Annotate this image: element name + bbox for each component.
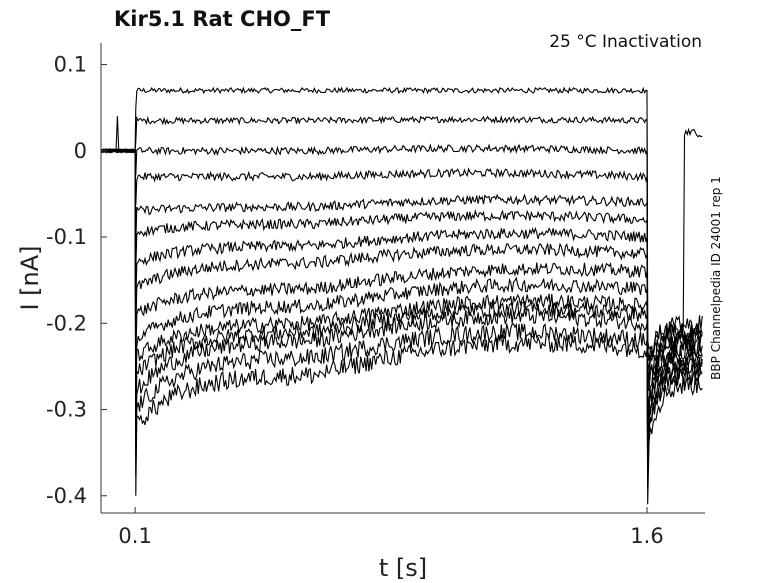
x-tick-label: 0.1 — [118, 524, 151, 548]
y-tick-label: -0.4 — [46, 484, 87, 508]
sweep-trace — [100, 148, 703, 442]
sweep-trace — [100, 114, 703, 361]
y-tick-label: 0.1 — [54, 53, 87, 77]
y-axis-label: I [nA] — [16, 245, 44, 310]
y-tick-label: -0.3 — [46, 398, 87, 422]
sweep-trace — [100, 148, 703, 482]
sweep-trace — [100, 86, 703, 358]
side-label: BBP Channelpedia ID 24001 rep 1 — [709, 176, 723, 380]
chart-subtitle: 25 °C Inactivation — [549, 32, 702, 52]
sweep-trace — [100, 148, 703, 395]
sweep-trace — [100, 148, 703, 466]
y-tick-label: 0 — [74, 139, 87, 163]
y-tick-label: -0.1 — [46, 225, 87, 249]
sweep-trace — [100, 116, 703, 505]
x-axis-label: t [s] — [379, 554, 427, 582]
traces-group — [100, 86, 703, 505]
sweep-trace — [100, 148, 703, 435]
sweep-trace — [100, 148, 703, 458]
y-tick-label: -0.2 — [46, 311, 87, 335]
sweep-trace — [100, 148, 703, 411]
x-ticks: 0.1 1.6 — [118, 507, 664, 548]
sweep-trace — [100, 143, 703, 380]
y-ticks: 0.1 0 -0.1 -0.2 -0.3 -0.4 — [46, 53, 107, 508]
sweep-trace — [100, 148, 703, 489]
sweep-trace — [100, 148, 703, 372]
sweep-trace — [100, 148, 703, 392]
chart-title: Kir5.1 Rat CHO_FT — [114, 7, 331, 31]
x-tick-label: 1.6 — [630, 524, 663, 548]
sweep-trace — [100, 148, 703, 419]
